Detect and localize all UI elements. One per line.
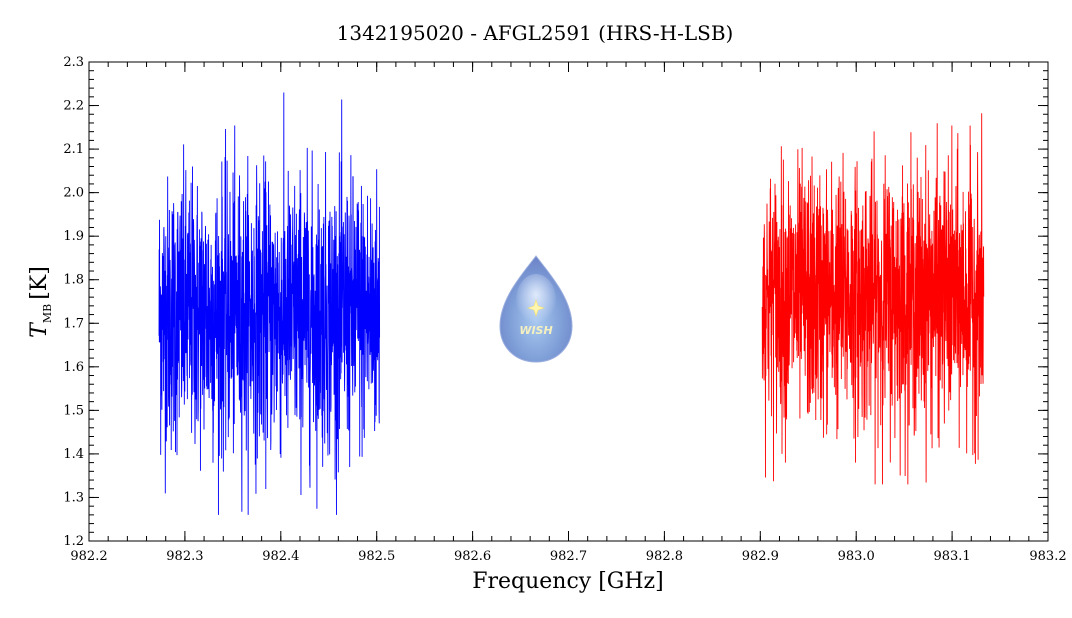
x-tick-label: 982.3 <box>166 549 203 564</box>
x-tick-label: 982.6 <box>454 549 491 564</box>
x-tick-label: 982.4 <box>262 549 299 564</box>
axis-ticks: 982.2 982.3 982.4 982.5 982.6 982.7 982.8 982.9… <box>63 55 1066 564</box>
y-axis-label: TMB [K] <box>27 266 54 338</box>
y-tick-label: 1.6 <box>63 360 84 375</box>
logo-text: WISH <box>519 324 552 337</box>
y-axis-symbol: T <box>27 321 52 338</box>
spectrum-series-2 <box>761 113 985 485</box>
x-axis-label: Frequency [GHz] <box>472 569 664 594</box>
y-axis-unit: [K] <box>27 266 52 300</box>
x-tick-label: 983.2 <box>1029 549 1066 564</box>
y-tick-label: 1.7 <box>63 316 84 331</box>
x-tick-label: 982.7 <box>550 549 587 564</box>
svg-text:TMB[K]: TMB [K] <box>27 266 54 338</box>
x-tick-label: 982.9 <box>742 549 779 564</box>
y-tick-label: 1.2 <box>63 534 84 549</box>
star-icon <box>527 299 545 317</box>
x-tick-label: 983.0 <box>838 549 875 564</box>
x-tick-label: 982.8 <box>646 549 683 564</box>
spectrum-series-1 <box>158 92 381 515</box>
x-tick-label: 982.2 <box>70 549 107 564</box>
y-tick-label: 1.8 <box>63 273 84 288</box>
y-tick-label: 2.2 <box>63 99 84 114</box>
y-tick-label: 1.3 <box>63 490 84 505</box>
plot-area: WISH 982.2 982.3 982.4 982.5 982.6 982.7 982.8… <box>63 55 1066 564</box>
y-tick-label: 1.4 <box>63 447 84 462</box>
y-tick-label: 2.0 <box>63 186 84 201</box>
x-tick-label: 983.1 <box>933 549 970 564</box>
x-tick-label: 982.5 <box>358 549 395 564</box>
y-tick-label: 2.3 <box>63 55 84 70</box>
y-tick-label: 1.5 <box>63 403 84 418</box>
y-tick-label: 1.9 <box>63 229 84 244</box>
wish-logo: WISH <box>499 255 573 363</box>
y-tick-label: 2.1 <box>63 142 84 157</box>
chart-title: 1342195020 - AFGL2591 (HRS-H-LSB) <box>337 21 734 45</box>
y-axis-subscript: MB <box>41 304 54 323</box>
